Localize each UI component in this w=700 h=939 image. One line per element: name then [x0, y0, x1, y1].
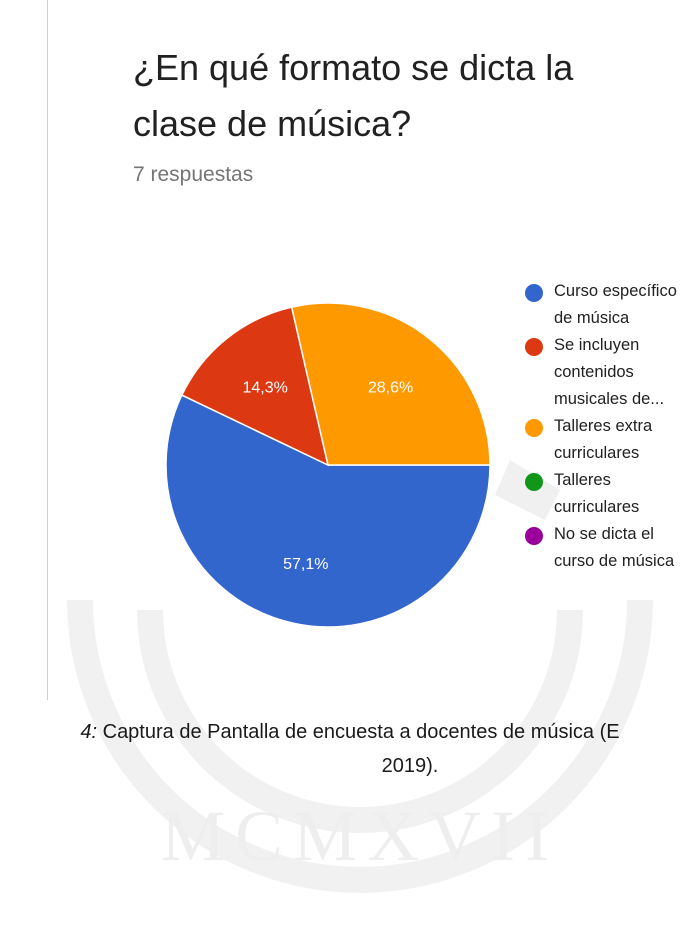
- legend-label-2: Se incluyen contenidos musicales de...: [554, 336, 665, 408]
- caption-text: Captura de Pantalla de encuesta a docent…: [97, 721, 620, 743]
- legend-item-5: No se dicta el curso de música: [525, 521, 695, 575]
- legend-swatch-1: [525, 284, 543, 302]
- pie-slice-2: [180, 306, 330, 467]
- pie-slice-label-2: 14,3%: [243, 380, 288, 397]
- pie-slice-3: [290, 302, 491, 466]
- legend-label-5: No se dicta el curso de música: [554, 525, 675, 570]
- caption-figure-number: 4:: [80, 721, 98, 743]
- legend-label-4: Talleres curriculares: [554, 471, 640, 516]
- response-count: 7 respuestas: [133, 163, 254, 186]
- legend-item-4: Talleres curriculares: [525, 467, 695, 521]
- pie-slice-1: [165, 394, 491, 628]
- caption-line-1: 4: Captura de Pantalla de encuesta a doc…: [0, 716, 700, 748]
- page-margin-rule: [47, 0, 48, 700]
- legend-swatch-2: [525, 338, 543, 356]
- legend-swatch-5: [525, 527, 543, 545]
- survey-question-title: ¿En qué formato se dicta la clase de mús…: [133, 47, 574, 144]
- legend-swatch-3: [525, 419, 543, 437]
- legend-swatch-4: [525, 473, 543, 491]
- pie-slice-label-3: 28,6%: [368, 379, 413, 396]
- legend-item-3: Talleres extra curriculares: [525, 413, 695, 467]
- pie-chart: 57,1% 14,3% 28,6%: [165, 302, 491, 628]
- chart-legend: Curso específico de música Se incluyen co…: [525, 278, 695, 575]
- svg-text:MCMXVII: MCMXVII: [161, 796, 559, 876]
- legend-label-1: Curso específico de música: [554, 282, 677, 327]
- legend-label-3: Talleres extra curriculares: [554, 417, 653, 462]
- caption-line-2: 2019).: [381, 755, 439, 777]
- legend-item-1: Curso específico de música: [525, 278, 695, 332]
- pie-slice-label-1: 57,1%: [283, 556, 328, 573]
- legend-item-2: Se incluyen contenidos musicales de...: [525, 332, 695, 413]
